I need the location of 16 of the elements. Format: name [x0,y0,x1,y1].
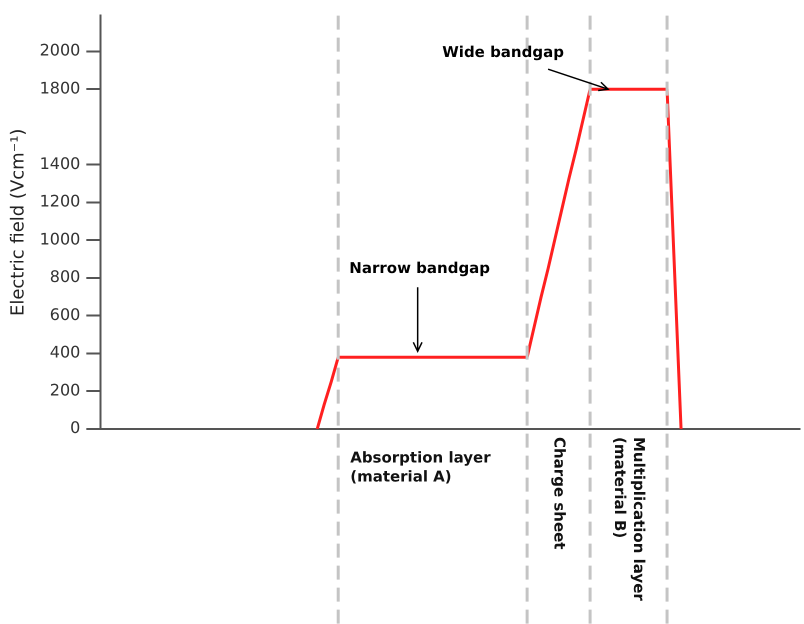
y-tick-label: 200 [50,380,80,400]
y-tick-label: 1400 [40,154,80,173]
y-tick-label: 1000 [40,229,80,248]
y-tick-label: 2000 [40,40,80,60]
annotation: Narrow bandgap [349,259,490,278]
text: Multiplication layer (material B) [611,437,648,602]
text: Charge sheet [550,437,569,550]
y-axis-title: Electric field (Vcm⁻¹) [7,128,28,316]
y-tick-label: 1800 [40,78,80,98]
y-tick-label: 0 [70,418,80,438]
text: Absorption layer (material A) [350,448,492,486]
y-tick-label: 400 [50,342,80,362]
y-tick-label: 800 [50,267,80,286]
y-tick-label: 1200 [40,192,80,211]
annotation: Wide bandgap [442,43,564,62]
y-tick-label: 600 [50,304,80,324]
